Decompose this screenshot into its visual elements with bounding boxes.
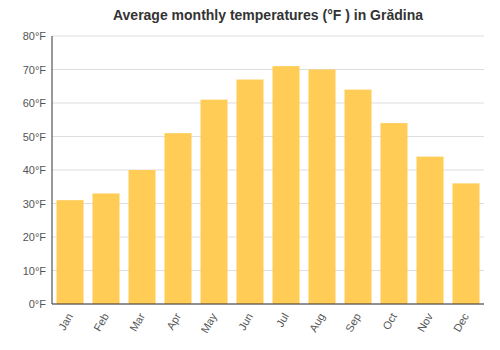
- x-tick-label: Apr: [164, 311, 183, 332]
- grid-line: [52, 136, 484, 137]
- y-tick-label: 0°F: [29, 298, 47, 310]
- y-tick-label: 60°F: [23, 97, 47, 109]
- bar: [273, 66, 300, 304]
- x-tick-label: Nov: [415, 310, 435, 333]
- y-tick-label: 20°F: [23, 231, 47, 243]
- y-grid: [52, 36, 484, 304]
- x-tick-label: Dec: [451, 310, 471, 333]
- y-tick-label: 10°F: [23, 265, 47, 277]
- y-tick-label: 70°F: [23, 64, 47, 76]
- x-tick-label: May: [198, 310, 219, 334]
- y-tick-label: 40°F: [23, 164, 47, 176]
- grid-line: [52, 36, 484, 37]
- bar: [309, 70, 336, 305]
- x-tick-label: Sep: [343, 311, 363, 334]
- bar: [57, 200, 84, 304]
- bar: [453, 183, 480, 304]
- bar: [129, 170, 156, 304]
- bar: [381, 123, 408, 304]
- y-tick-labels: 0°F 10°F 20°F 30°F 40°F 50°F 60°F 70°F 80°F: [23, 30, 47, 310]
- grid-line: [52, 103, 484, 104]
- bar: [93, 193, 120, 304]
- x-tick-label: Oct: [380, 311, 399, 332]
- grid-line: [52, 304, 484, 305]
- x-tick-label: Feb: [91, 311, 111, 333]
- y-axis-line: [52, 36, 53, 304]
- bar: [201, 100, 228, 304]
- bars: [57, 66, 480, 304]
- x-tick-label: Jun: [236, 311, 255, 332]
- x-tick-label: Aug: [307, 311, 327, 334]
- chart-title: Average monthly temperatures (°F ) in Gr…: [113, 7, 423, 23]
- y-tick-label: 80°F: [23, 30, 47, 42]
- grid-line: [52, 69, 484, 70]
- x-tick-labels: Jan Feb Mar Apr May Jun Jul Aug Sep Oct Nov Dec: [56, 310, 472, 334]
- chart-svg: Average monthly temperatures (°F ) in Gr…: [0, 0, 500, 350]
- x-tick-label: Mar: [127, 311, 147, 334]
- chart-container: Average monthly temperatures (°F ) in Gr…: [0, 0, 500, 350]
- x-tick-label: Jul: [274, 311, 291, 329]
- bar: [417, 157, 444, 304]
- x-axis-line: [52, 304, 484, 305]
- y-tick-label: 50°F: [23, 131, 47, 143]
- bar: [165, 133, 192, 304]
- bar: [237, 80, 264, 304]
- x-tick-label: Jan: [56, 311, 75, 332]
- y-tick-label: 30°F: [23, 198, 47, 210]
- bar: [345, 90, 372, 304]
